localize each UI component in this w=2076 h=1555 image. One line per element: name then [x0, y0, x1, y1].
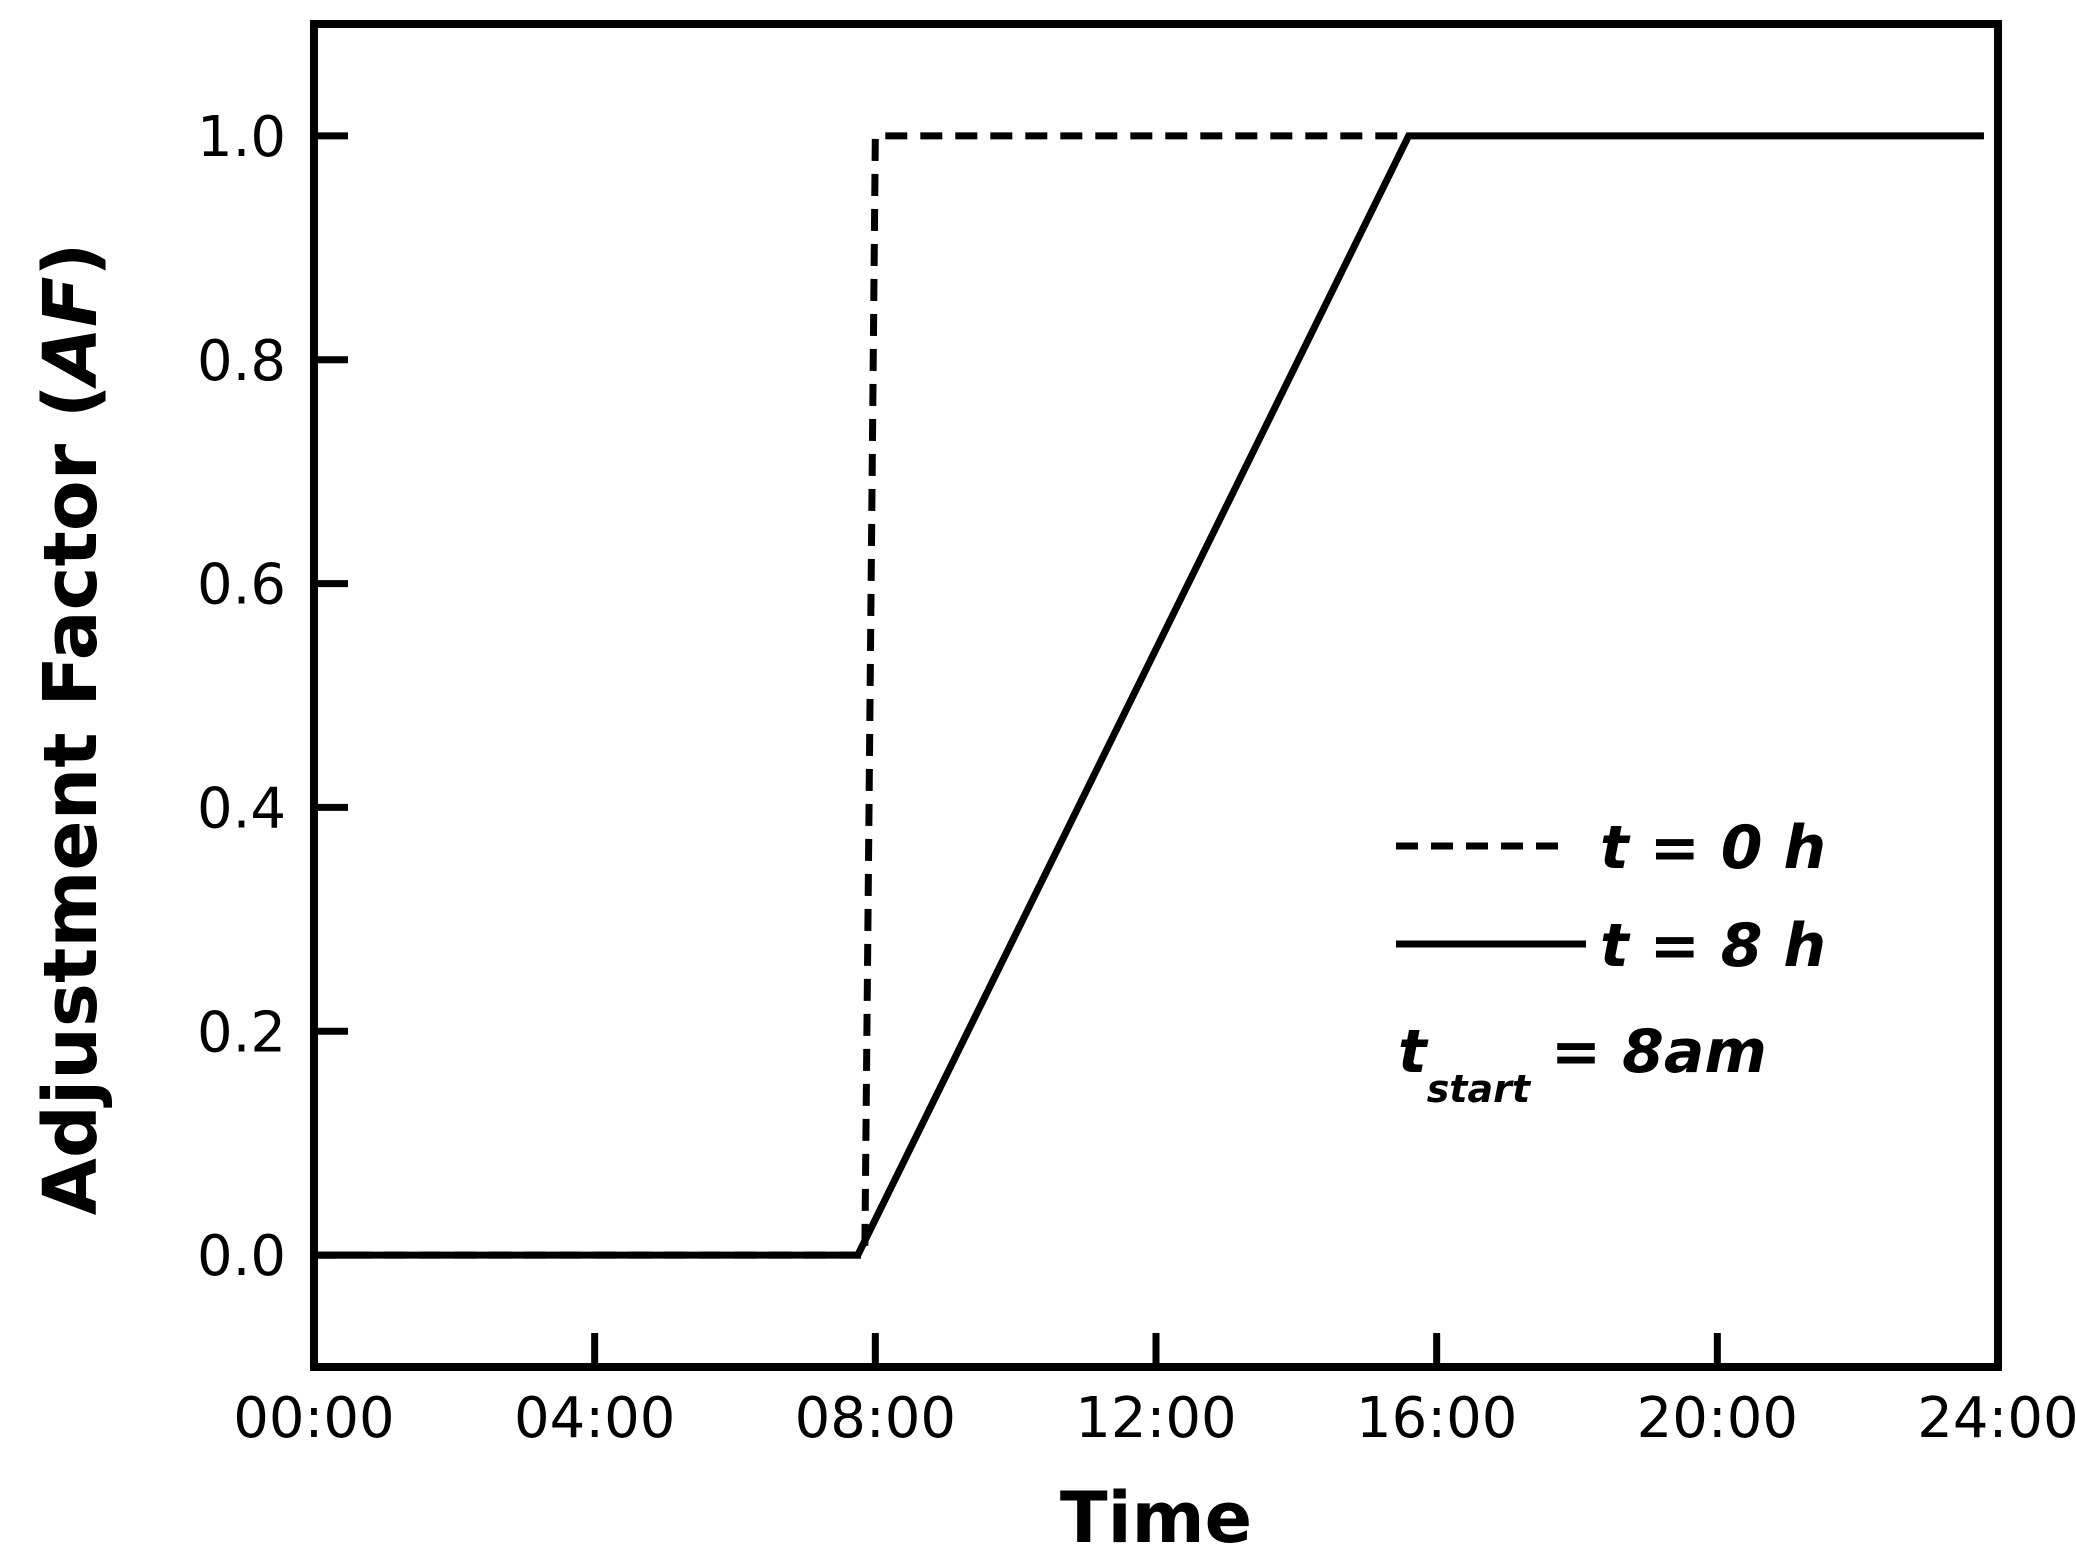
legend-label-t8: t = 8 h [1600, 911, 1826, 981]
y-tick-label-1: 0.2 [197, 1000, 286, 1065]
annotation-tstart-main: t [1398, 1017, 1429, 1087]
y-axis-title-italic: AF [28, 276, 114, 389]
x-tick-label-3: 12:00 [1075, 1386, 1236, 1451]
x-axis-ticks: 00:00 04:00 08:00 12:00 16:00 20:00 24:00 [233, 1333, 2076, 1451]
y-tick-label-5: 1.0 [197, 105, 286, 170]
x-tick-label-5: 20:00 [1637, 1386, 1798, 1451]
x-axis-title: Time [1060, 1477, 1252, 1555]
x-tick-label-6: 24:00 [1917, 1386, 2076, 1451]
y-tick-label-2: 0.4 [197, 776, 286, 841]
y-axis-title-main: Adjustment Factor ( [28, 384, 114, 1215]
x-tick-label-2: 08:00 [795, 1386, 956, 1451]
y-tick-label-0: 0.0 [197, 1224, 286, 1289]
y-axis-title-close: ) [28, 243, 114, 277]
y-tick-label-3: 0.6 [197, 553, 286, 618]
x-tick-label-4: 16:00 [1356, 1386, 1517, 1451]
annotation-tstart-sub: start [1427, 1067, 1532, 1111]
legend-label-t0: t = 0 h [1600, 813, 1826, 883]
plot-frame [310, 20, 2002, 1371]
x-tick-label-1: 04:00 [514, 1386, 675, 1451]
series-line-0 [314, 132, 1409, 1259]
y-axis-ticks: 0.0 0.2 0.4 0.6 0.8 1.0 [197, 105, 348, 1289]
series-line-1 [314, 132, 1984, 1259]
annotation-tstart-rest: = 8am [1530, 1017, 1767, 1087]
y-tick-label-4: 0.8 [197, 329, 286, 394]
series-layer [314, 132, 1984, 1259]
x-tick-label-0: 00:00 [233, 1386, 394, 1451]
annotation-tstart: tstart = 8am [1398, 1017, 1767, 1111]
legend: t = 0 h t = 8 h tstart = 8am [1396, 813, 1826, 1111]
y-axis-title: Adjustment Factor (AF) [28, 243, 114, 1216]
